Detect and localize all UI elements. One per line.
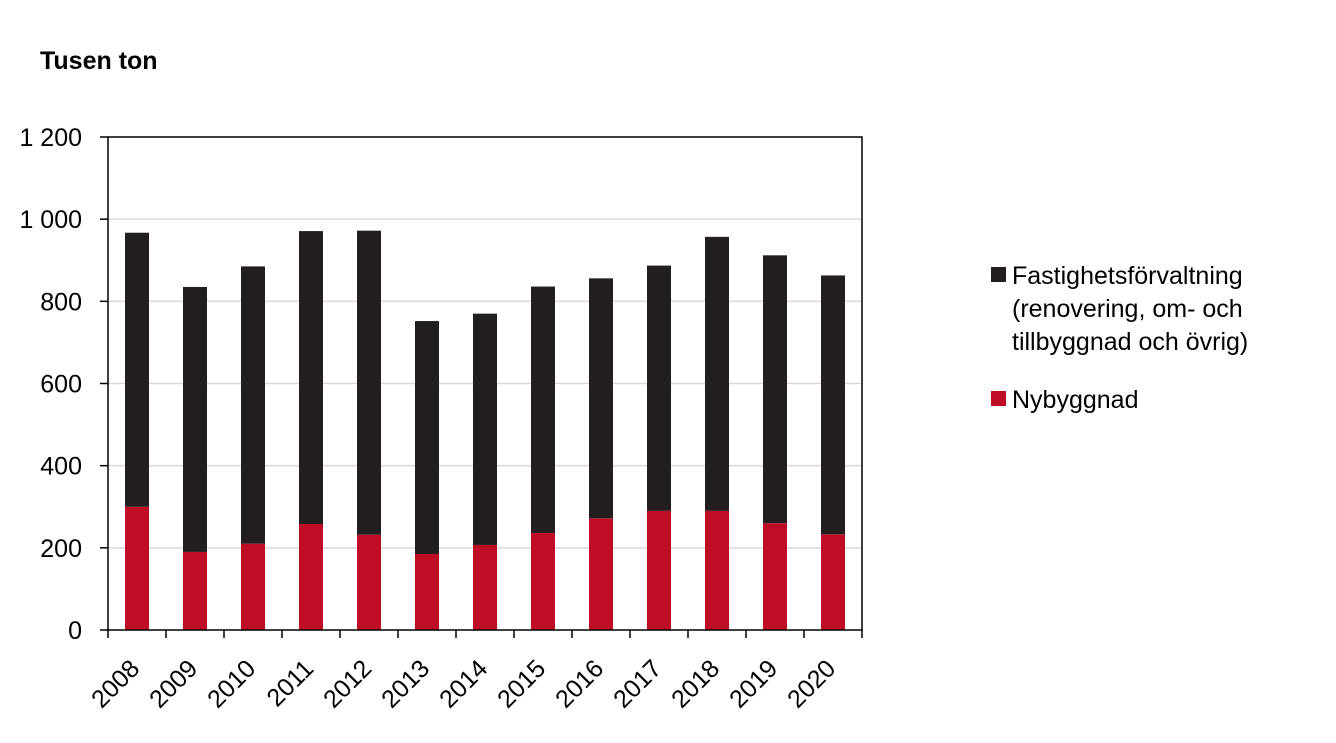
x-tick-label: 2011 [261,654,319,712]
bar-nybyggnad-2019 [763,523,787,630]
bars [125,230,845,630]
legend-swatch-fastighetsforvaltning [991,267,1006,282]
x-tick-label: 2016 [550,654,609,713]
y-tick-label: 600 [40,371,82,399]
y-tick-label: 400 [40,453,82,481]
bar-nybyggnad-2013 [415,553,439,630]
bar-nybyggnad-2020 [821,534,845,630]
bar-fastighetsforvaltning-2016 [589,278,613,519]
bar-nybyggnad-2014 [473,544,497,630]
bar-nybyggnad-2011 [299,524,323,630]
bar-fastighetsforvaltning-2017 [647,265,671,511]
bar-nybyggnad-2010 [241,543,265,630]
legend-label-fastighetsforvaltning: tillbyggnad och övrig) [1012,328,1248,356]
x-tick-label: 2014 [434,654,493,713]
bar-nybyggnad-2016 [589,518,613,630]
bar-nybyggnad-2015 [531,533,555,630]
x-tick-label: 2020 [782,654,841,713]
bar-nybyggnad-2008 [125,506,149,630]
y-tick-label: 0 [68,617,82,645]
bar-fastighetsforvaltning-2010 [241,266,265,544]
x-tick-label: 2017 [608,654,667,713]
x-tick-label: 2012 [318,654,377,713]
legend-label-nybyggnad: Nybyggnad [1012,386,1138,414]
x-tick-label: 2018 [666,654,725,713]
bar-nybyggnad-2017 [647,510,671,630]
bar-fastighetsforvaltning-2014 [473,313,497,545]
bar-fastighetsforvaltning-2015 [531,286,555,534]
bar-fastighetsforvaltning-2008 [125,232,149,507]
x-tick-label: 2013 [376,654,435,713]
bar-fastighetsforvaltning-2018 [705,236,729,511]
y-tick-label: 200 [40,535,82,563]
legend: Fastighetsförvaltning (renovering, om- oc… [991,262,1248,414]
legend-swatch-nybyggnad [991,391,1006,406]
legend-label-fastighetsforvaltning: Fastighetsförvaltning [1012,262,1243,290]
bar-fastighetsforvaltning-2012 [357,230,381,535]
y-tick-label: 1 000 [19,206,82,234]
x-tick-label: 2009 [144,654,203,713]
bar-fastighetsforvaltning-2013 [415,321,439,554]
bar-nybyggnad-2018 [705,510,729,630]
x-tick-label: 2008 [86,654,145,713]
y-axis-title: Tusen ton [40,47,158,75]
bar-fastighetsforvaltning-2011 [299,231,323,525]
x-tick-label: 2010 [202,654,261,713]
bar-fastighetsforvaltning-2019 [763,255,787,524]
y-tick-label: 800 [40,288,82,316]
y-tick-label: 1 200 [19,124,82,152]
bar-nybyggnad-2012 [357,534,381,630]
bar-fastighetsforvaltning-2009 [183,286,207,552]
x-tick-label: 2015 [492,654,551,713]
y-axis: 0 200 400 600 800 1 000 1 200 [19,124,108,645]
legend-label-fastighetsforvaltning: (renovering, om- och [1012,295,1243,323]
bar-nybyggnad-2009 [183,551,207,630]
x-tick-label: 2019 [724,654,783,713]
bar-fastighetsforvaltning-2020 [821,275,845,535]
